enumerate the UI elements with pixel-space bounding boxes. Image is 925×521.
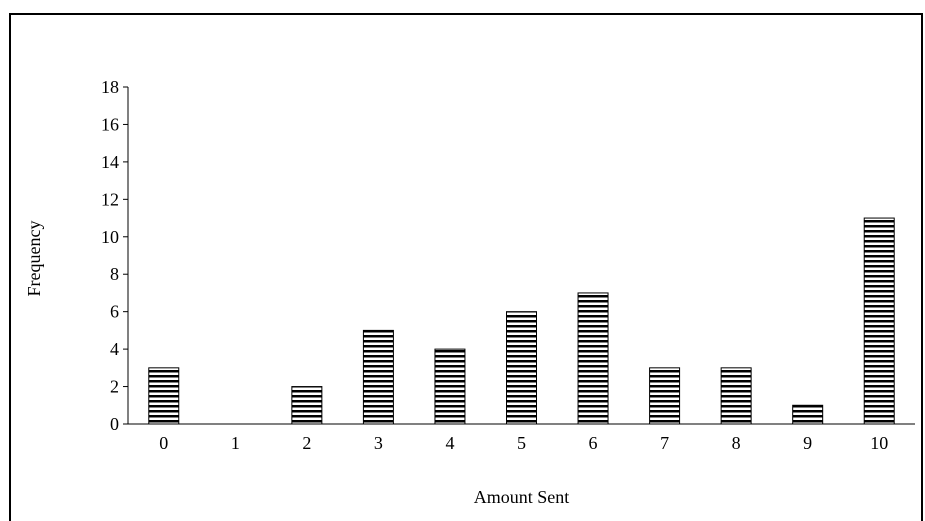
bar-8 <box>720 367 752 425</box>
y-tick-label: 12 <box>101 189 119 209</box>
y-tick-label: 14 <box>101 152 119 172</box>
x-tick-label: 9 <box>803 433 812 453</box>
bars <box>148 217 895 425</box>
x-tick-label: 4 <box>445 433 454 453</box>
bar-10 <box>863 217 895 425</box>
y-tick-label: 6 <box>110 302 119 322</box>
x-tick-label: 2 <box>302 433 311 453</box>
x-tick-label: 5 <box>517 433 526 453</box>
chart-frame <box>9 13 923 521</box>
bar-6 <box>577 292 609 425</box>
bar-9 <box>792 404 824 425</box>
y-axis-title: Frequency <box>24 221 44 297</box>
x-axis-title: Amount Sent <box>474 487 570 507</box>
bar-7 <box>649 367 681 425</box>
y-tick-label: 8 <box>110 264 119 284</box>
y-tick-label: 2 <box>110 377 119 397</box>
y-tick-label: 16 <box>101 114 119 134</box>
y-tick-label: 18 <box>101 77 119 97</box>
x-tick-label: 10 <box>870 433 888 453</box>
bar-0 <box>148 367 180 425</box>
x-axis-ticks: 0 1 2 3 4 5 6 7 8 9 10 <box>159 433 888 453</box>
x-tick-label: 6 <box>589 433 598 453</box>
y-tick-label: 10 <box>101 227 119 247</box>
y-tick-label: 4 <box>110 339 119 359</box>
y-axis-ticks: 0 2 4 6 8 10 12 14 16 18 <box>101 77 128 434</box>
x-tick-label: 3 <box>374 433 383 453</box>
x-tick-label: 7 <box>660 433 669 453</box>
bar-4 <box>434 348 466 425</box>
x-tick-label: 8 <box>732 433 741 453</box>
bar-3 <box>362 329 394 425</box>
bar-5 <box>506 311 537 425</box>
x-tick-label: 1 <box>231 433 240 453</box>
y-tick-label: 0 <box>110 414 119 434</box>
x-tick-label: 0 <box>159 433 168 453</box>
bar-2 <box>291 386 323 425</box>
